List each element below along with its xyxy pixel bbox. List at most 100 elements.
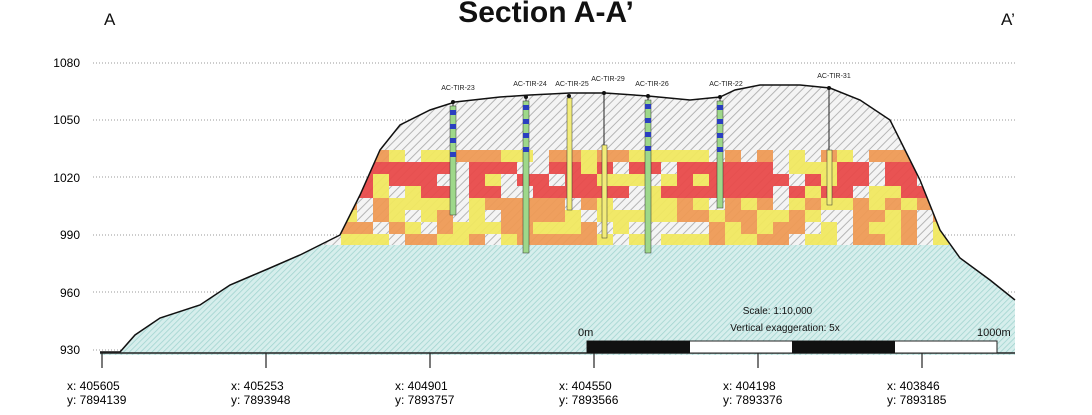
ore-block: [837, 174, 853, 186]
ore-block: [757, 150, 773, 162]
ore-block: [549, 150, 565, 162]
ore-block: [469, 150, 485, 162]
assay-interval: [717, 119, 723, 124]
ore-block: [805, 210, 821, 222]
ore-block: [789, 210, 805, 222]
drillhole: AC-TIR-31: [817, 73, 851, 206]
coord-y: y: 7893566: [559, 393, 619, 407]
assay-interval: [523, 147, 529, 152]
ore-block: [885, 150, 901, 162]
ore-block: [357, 150, 373, 162]
coord-x: x: 403846: [887, 379, 940, 393]
coord-y: y: 7893185: [887, 393, 947, 407]
collar-marker: [567, 94, 571, 98]
drillhole-label: AC-TIR-29: [591, 76, 625, 83]
ore-block: [837, 186, 853, 198]
ore-block: [805, 174, 821, 186]
assay-interval: [523, 133, 529, 138]
ore-block: [661, 210, 677, 222]
assay-interval: [450, 152, 456, 157]
ore-block: [389, 222, 405, 234]
assay-interval: [645, 104, 651, 109]
ore-block: [485, 198, 501, 210]
coord-y: y: 7893948: [231, 393, 291, 407]
coord-label: x: 404901 y: 7893757: [395, 379, 454, 407]
drillhole: AC-TIR-29: [591, 76, 625, 239]
ore-block: [869, 210, 885, 222]
ore-block: [325, 198, 341, 210]
ore-block: [901, 234, 917, 246]
ore-block: [485, 162, 501, 174]
drillhole-log: [566, 97, 573, 211]
ore-block: [901, 186, 917, 198]
ore-block: [357, 222, 373, 234]
ore-block: [789, 198, 805, 210]
assay-interval: [523, 105, 529, 110]
assay-interval: [645, 118, 651, 123]
ore-block: [341, 198, 357, 210]
ore-block: [821, 222, 837, 234]
ore-block: [373, 198, 389, 210]
y-tick-label: 1080: [53, 56, 80, 70]
ore-block: [389, 210, 405, 222]
ore-block: [837, 150, 853, 162]
ore-block: [805, 186, 821, 198]
ore-block: [437, 222, 453, 234]
ore-block: [469, 186, 485, 198]
ore-block: [885, 198, 901, 210]
ore-block: [485, 174, 501, 186]
coord-y: y: 7893376: [723, 393, 783, 407]
ore-block: [485, 150, 501, 162]
ore-block: [549, 234, 565, 246]
y-tick-label: 990: [59, 228, 80, 242]
ore-block: [757, 162, 773, 174]
ore-block: [757, 234, 773, 246]
ore-block: [677, 198, 693, 210]
ore-block: [613, 150, 629, 162]
ore-block: [549, 162, 565, 174]
ore-block: [853, 162, 869, 174]
collar-marker: [451, 100, 455, 104]
y-tick-label: 930: [59, 343, 80, 357]
ore-block: [549, 198, 565, 210]
ore-block: [421, 162, 437, 174]
ore-block: [741, 162, 757, 174]
ore-block: [741, 210, 757, 222]
drillhole-log: [522, 100, 530, 254]
ore-block: [661, 234, 677, 246]
ore-block: [773, 174, 789, 186]
ore-block: [661, 198, 677, 210]
ore-block: [325, 186, 341, 198]
ore-block: [869, 150, 885, 162]
section-start-label: A: [104, 10, 116, 29]
ore-block: [341, 150, 357, 162]
ore-block: [389, 162, 405, 174]
ore-block: [789, 162, 805, 174]
ore-block: [533, 174, 549, 186]
drillhole-log: [826, 149, 833, 206]
y-tick-label: 1020: [53, 171, 80, 185]
scale-text: Scale: 1:10,000: [742, 306, 813, 317]
exaggeration-text: Vertical exaggeration: 5x: [730, 323, 840, 334]
collar-marker: [646, 94, 650, 98]
coord-y: y: 7893757: [395, 393, 455, 407]
ore-block: [725, 162, 741, 174]
ore-block: [901, 174, 917, 186]
ore-block: [773, 234, 789, 246]
ore-block: [725, 210, 741, 222]
ore-block: [469, 174, 485, 186]
assay-interval: [717, 147, 723, 152]
ore-block: [629, 150, 645, 162]
ore-block: [661, 174, 677, 186]
ore-block: [741, 234, 757, 246]
scale-bar: [586, 340, 998, 354]
ore-block: [629, 162, 645, 174]
ore-block: [437, 234, 453, 246]
ore-block: [405, 234, 421, 246]
section-end-label: A’: [1001, 10, 1015, 29]
ore-block: [501, 198, 517, 210]
ore-block: [837, 162, 853, 174]
ore-block: [853, 222, 869, 234]
ore-block: [709, 234, 725, 246]
ore-block: [597, 234, 613, 246]
